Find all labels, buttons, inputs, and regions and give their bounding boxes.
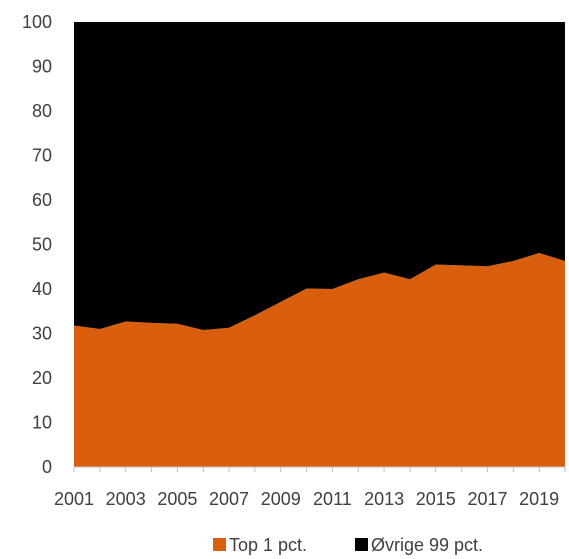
plot-area bbox=[74, 22, 565, 467]
y-tick-label: 10 bbox=[32, 413, 52, 433]
x-tick-label: 2009 bbox=[261, 489, 301, 509]
x-axis-tick-labels: 2001 2003 2005 2007 2009 2011 2013 2015 2017 2019 bbox=[54, 489, 559, 509]
y-tick-label: 60 bbox=[32, 190, 52, 210]
x-tick-label: 2003 bbox=[106, 489, 146, 509]
chart-axes bbox=[73, 466, 566, 472]
area-series-ovrige-99-pct bbox=[74, 22, 565, 330]
y-axis-tick-labels: 0 10 20 30 40 50 60 70 80 90 100 bbox=[22, 12, 52, 477]
y-tick-label: 0 bbox=[42, 457, 52, 477]
x-tick-label: 2005 bbox=[157, 489, 197, 509]
legend-swatch-ovrige-99-pct bbox=[355, 538, 368, 551]
y-tick-label: 50 bbox=[32, 235, 52, 255]
y-tick-label: 70 bbox=[32, 146, 52, 166]
x-tick-label: 2013 bbox=[364, 489, 404, 509]
y-tick-label: 40 bbox=[32, 279, 52, 299]
x-tick-label: 2015 bbox=[416, 489, 456, 509]
y-tick-label: 100 bbox=[22, 12, 52, 32]
y-tick-label: 30 bbox=[32, 324, 52, 344]
x-tick-label: 2019 bbox=[519, 489, 559, 509]
x-tick-label: 2017 bbox=[467, 489, 507, 509]
legend-label-top-1-pct: Top 1 pct. bbox=[229, 535, 307, 555]
y-tick-label: 20 bbox=[32, 368, 52, 388]
area-series-top-1-pct bbox=[74, 252, 565, 467]
x-tick-label: 2007 bbox=[209, 489, 249, 509]
y-tick-label: 80 bbox=[32, 101, 52, 121]
chart-legend: Top 1 pct. Øvrige 99 pct. bbox=[213, 535, 483, 555]
x-tick-label: 2001 bbox=[54, 489, 94, 509]
legend-swatch-top-1-pct bbox=[213, 538, 226, 551]
legend-label-ovrige-99-pct: Øvrige 99 pct. bbox=[371, 535, 483, 555]
x-tick-label: 2011 bbox=[313, 489, 352, 509]
y-tick-label: 90 bbox=[32, 57, 52, 77]
